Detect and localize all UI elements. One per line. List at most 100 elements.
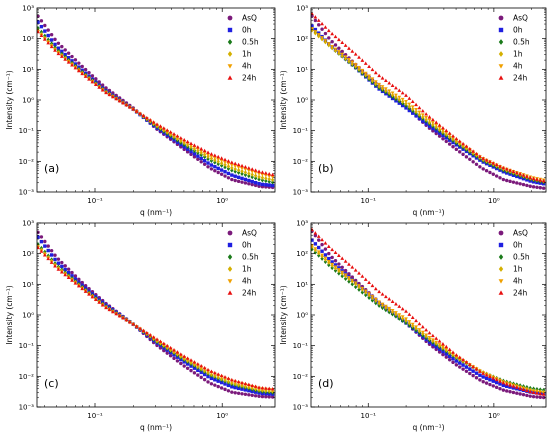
data-point bbox=[528, 394, 532, 398]
data-point bbox=[53, 37, 57, 42]
x-tick-label: 10⁻¹ bbox=[87, 412, 103, 420]
data-point bbox=[347, 57, 351, 62]
data-point bbox=[219, 373, 224, 378]
data-point bbox=[219, 156, 224, 160]
data-point bbox=[434, 336, 439, 340]
data-point bbox=[104, 86, 108, 90]
data-point bbox=[219, 163, 224, 168]
data-point bbox=[477, 369, 482, 373]
data-point bbox=[104, 305, 108, 310]
data-point bbox=[223, 375, 227, 379]
data-point bbox=[90, 294, 95, 299]
data-point bbox=[267, 176, 271, 182]
panel-label: (a) bbox=[44, 162, 59, 175]
data-point bbox=[404, 320, 408, 326]
data-point bbox=[508, 390, 512, 394]
data-point bbox=[56, 267, 61, 271]
y-tick-label: 10² bbox=[296, 35, 308, 43]
legend-label: 24h bbox=[242, 74, 257, 83]
data-point bbox=[63, 272, 68, 277]
data-point bbox=[63, 267, 67, 272]
data-point bbox=[155, 337, 159, 341]
data-point bbox=[320, 21, 324, 26]
data-point bbox=[441, 125, 445, 130]
legend-label: 0h bbox=[242, 26, 252, 35]
data-point bbox=[323, 259, 328, 265]
data-point bbox=[250, 182, 254, 187]
data-point bbox=[39, 235, 44, 239]
legend-marker bbox=[498, 254, 504, 260]
data-point bbox=[326, 259, 331, 264]
data-point bbox=[370, 298, 375, 303]
y-axis-label: Intensity (cm⁻¹) bbox=[279, 285, 288, 344]
data-point bbox=[97, 300, 102, 304]
data-point bbox=[216, 161, 220, 167]
data-point bbox=[233, 378, 238, 383]
data-point bbox=[66, 270, 71, 275]
data-point bbox=[404, 309, 408, 313]
data-point bbox=[350, 49, 355, 53]
data-point bbox=[491, 172, 495, 176]
data-point bbox=[317, 238, 321, 242]
data-point bbox=[317, 245, 321, 250]
data-point bbox=[400, 315, 405, 319]
data-point bbox=[311, 238, 314, 242]
data-point bbox=[219, 161, 224, 166]
data-point bbox=[501, 165, 506, 170]
data-point bbox=[182, 354, 187, 358]
data-point bbox=[94, 77, 98, 81]
data-point bbox=[56, 46, 61, 50]
data-point bbox=[236, 379, 241, 384]
data-point bbox=[172, 356, 176, 361]
data-point bbox=[360, 290, 365, 295]
data-point bbox=[230, 390, 234, 394]
data-point bbox=[49, 248, 54, 253]
data-point bbox=[236, 179, 241, 184]
data-point bbox=[189, 141, 193, 145]
data-point bbox=[185, 150, 190, 154]
data-point bbox=[411, 106, 415, 112]
data-point bbox=[330, 265, 334, 271]
data-point bbox=[267, 174, 272, 179]
data-point bbox=[70, 274, 74, 278]
series-4h bbox=[311, 244, 546, 395]
series-0.5h bbox=[37, 242, 275, 395]
data-point bbox=[384, 307, 388, 313]
data-point bbox=[226, 159, 231, 163]
data-point bbox=[320, 242, 324, 247]
data-point bbox=[367, 74, 371, 78]
data-point bbox=[313, 242, 318, 246]
data-point bbox=[320, 36, 324, 40]
data-point bbox=[347, 46, 351, 50]
data-point bbox=[253, 394, 258, 398]
data-point bbox=[467, 362, 472, 366]
data-point bbox=[370, 67, 375, 72]
data-point bbox=[424, 116, 429, 120]
data-point bbox=[333, 47, 338, 51]
legend-label: 0h bbox=[513, 241, 523, 250]
data-point bbox=[76, 68, 81, 73]
data-point bbox=[233, 391, 237, 395]
data-point bbox=[498, 382, 502, 386]
plot-frame bbox=[310, 7, 547, 193]
data-point bbox=[226, 166, 231, 171]
data-point bbox=[491, 384, 495, 388]
data-point bbox=[56, 41, 61, 46]
data-point bbox=[80, 286, 85, 291]
data-point bbox=[367, 280, 371, 285]
data-point bbox=[311, 14, 314, 18]
data-point bbox=[508, 179, 512, 184]
data-point bbox=[484, 373, 489, 377]
data-point bbox=[333, 250, 338, 255]
data-point bbox=[73, 58, 78, 62]
legend-marker bbox=[498, 51, 504, 57]
data-point bbox=[206, 165, 210, 169]
panel-d: 10⁻³ 10⁻² 10⁻¹ 10⁰ 10¹ 10² 10³ 10⁻¹ 10⁰ q (nm⁻¹) I… bbox=[279, 220, 547, 432]
data-point bbox=[223, 377, 227, 383]
data-point bbox=[226, 389, 231, 393]
data-point bbox=[491, 161, 496, 165]
data-point bbox=[219, 386, 224, 390]
data-point bbox=[39, 29, 44, 35]
data-point bbox=[427, 120, 432, 125]
data-point bbox=[327, 256, 331, 261]
